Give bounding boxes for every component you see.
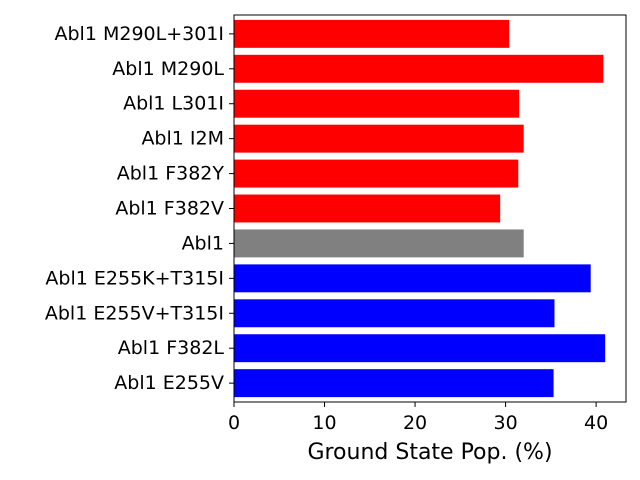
- y-tick-label: Abl1 E255V+T315I: [45, 302, 224, 324]
- y-tick-label: Abl1 L301I: [123, 93, 224, 115]
- bar: [234, 334, 606, 363]
- bar: [234, 159, 519, 188]
- y-tick-label: Abl1 M290L: [112, 58, 224, 80]
- bars-group: [234, 19, 606, 398]
- x-tick-group: 0 10 20 30 40: [228, 402, 608, 434]
- bar: [234, 19, 510, 48]
- y-tick-label: Abl1 M290L+301I: [55, 23, 225, 45]
- bar: [234, 264, 591, 293]
- plot-frame: [233, 14, 627, 403]
- x-tick-label: 40: [584, 412, 608, 434]
- bar: [234, 299, 555, 328]
- x-tick-label: 20: [403, 412, 427, 434]
- x-tick-label: 10: [312, 412, 336, 434]
- bar: [234, 54, 604, 83]
- y-tick-label: Abl1 F382Y: [117, 163, 225, 185]
- x-axis-title: Ground State Pop. (%): [307, 440, 552, 465]
- y-tick-label: Abl1 E255V: [114, 372, 224, 394]
- y-tick-group: Abl1 M290L+301I Abl1 M290L Abl1 L301I Abl1 …: [45, 23, 234, 394]
- y-tick-label: Abl1 F382L: [118, 337, 225, 359]
- x-tick-label: 30: [493, 412, 517, 434]
- bar: [234, 89, 520, 118]
- y-tick-label: Abl1: [182, 232, 224, 254]
- y-tick-label: Abl1 F382V: [115, 198, 224, 220]
- bar: [234, 124, 524, 153]
- bar: [234, 369, 554, 398]
- y-tick-label: Abl1 I2M: [141, 128, 224, 150]
- y-tick-label: Abl1 E255K+T315I: [45, 267, 224, 289]
- x-tick-label: 0: [228, 412, 240, 434]
- bar: [234, 229, 524, 258]
- bar: [234, 194, 501, 223]
